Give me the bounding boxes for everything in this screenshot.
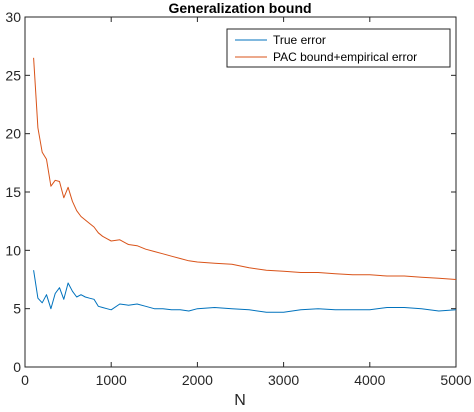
y-tick-label-1: 5	[13, 301, 21, 317]
y-tick-label-0: 0	[13, 359, 21, 375]
series-line-0	[33, 270, 457, 313]
x-tick-label-3: 3000	[268, 372, 299, 388]
y-tick-label-6: 30	[5, 9, 21, 25]
y-tick-label-2: 10	[5, 242, 21, 258]
x-tick-label-0: 0	[21, 372, 29, 388]
y-tick-label-4: 20	[5, 126, 21, 142]
legend-label-0: True error	[273, 33, 326, 47]
series-line-1	[33, 57, 457, 280]
x-tick-label-4: 4000	[354, 372, 385, 388]
y-tick-label-3: 15	[5, 184, 21, 200]
y-tick-label-5: 25	[5, 67, 21, 83]
legend-label-1: PAC bound+empirical error	[273, 50, 417, 64]
x-tick-label-5: 5000	[440, 372, 471, 388]
x-tick-label-1: 1000	[96, 372, 127, 388]
legend-box	[226, 28, 451, 68]
x-axis-title: N	[234, 392, 246, 409]
chart-title: Generalization bound	[168, 0, 311, 16]
x-tick-label-2: 2000	[182, 372, 213, 388]
plot-area: 0 5 10 15 20 25 30 0 1000 2000 3000 4000 5000 True er…	[5, 9, 471, 388]
